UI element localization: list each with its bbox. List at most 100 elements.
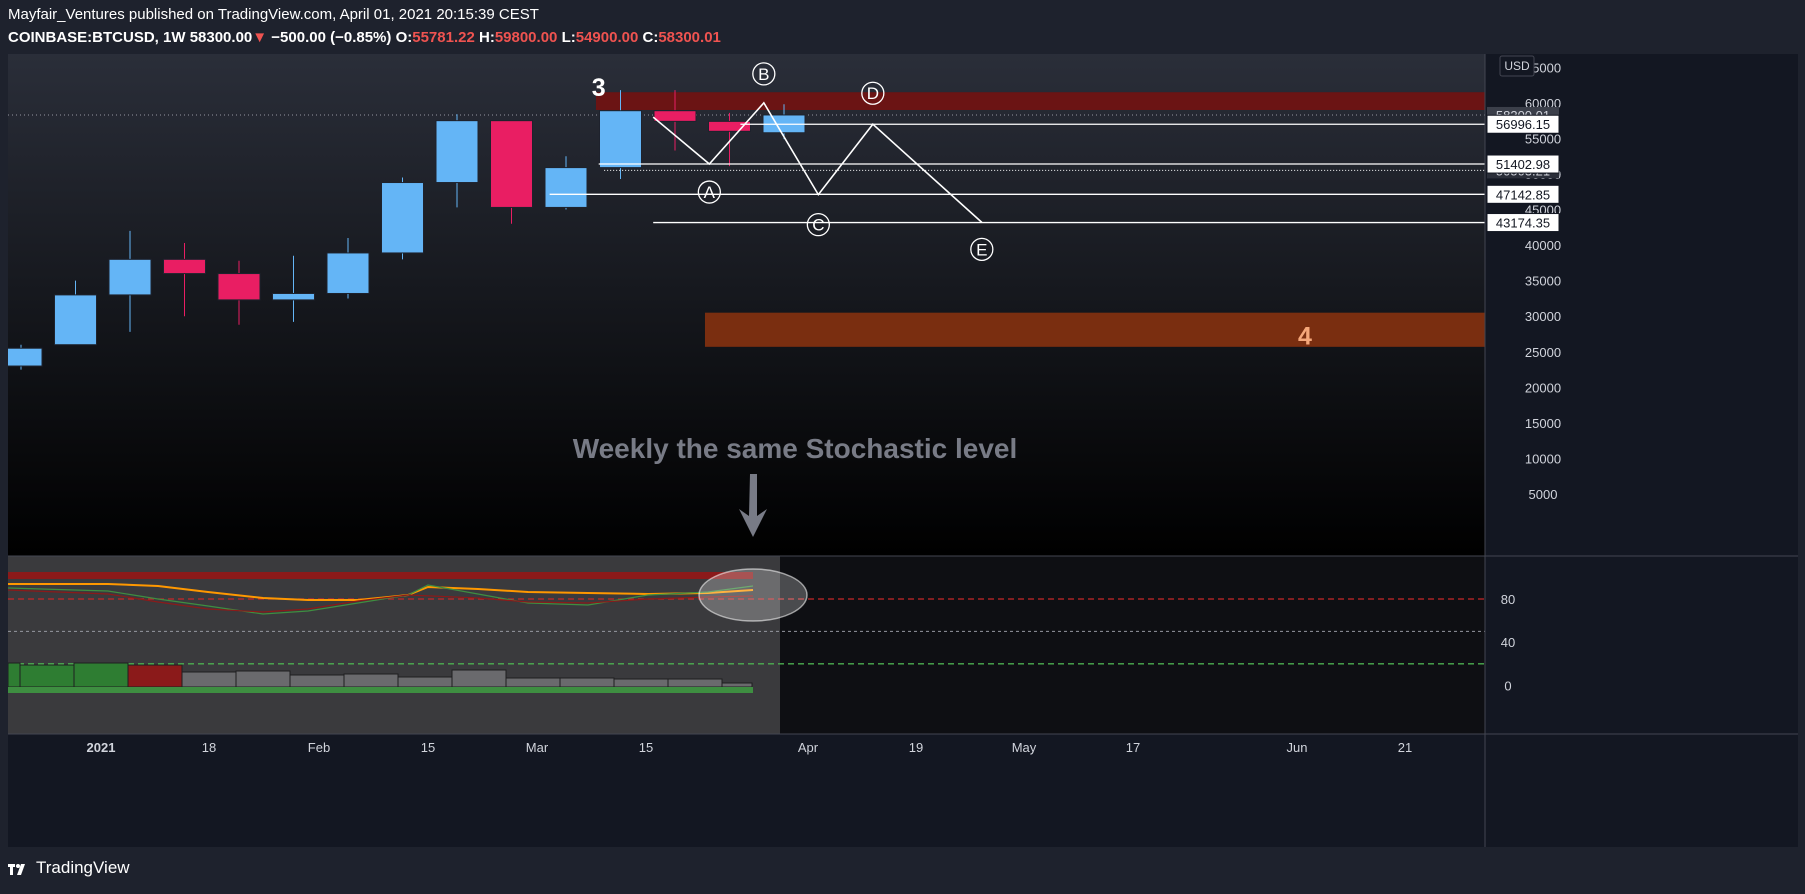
tradingview-brand: TradingView [36, 858, 130, 877]
currency-badge [1499, 55, 1535, 77]
price-tick-label: 10000 [1525, 451, 1561, 466]
price-tick-label: 55000 [1525, 131, 1561, 146]
price-change: −500.00 (−0.85%) [271, 29, 392, 46]
high-label: H: [478, 29, 495, 46]
time-tick-label: Apr [798, 740, 819, 755]
price-level-tag [1486, 114, 1560, 134]
time-tick-label: 15 [639, 740, 653, 755]
stoch-tick-label: 40 [1501, 635, 1515, 650]
down-arrow-icon [739, 474, 767, 537]
low-label: L: [561, 29, 576, 46]
wave-circle-b [752, 62, 776, 86]
close-label: C: [642, 29, 659, 46]
stoch-highlight [8, 556, 780, 734]
symbol-name: COINBASE:BTCUSD, 1W [8, 29, 186, 46]
currency-label: USD [1504, 59, 1530, 73]
stoch-histogram-bar [667, 678, 723, 688]
candle-body [435, 120, 479, 184]
footer-brand: TradingView [8, 858, 130, 878]
wave-label-d: D [867, 84, 879, 103]
wave-label-e: E [976, 240, 987, 259]
stoch-histogram-bar [19, 664, 75, 688]
candle-body [708, 120, 751, 132]
time-tick-label: Jun [1287, 740, 1308, 755]
publish-info: Mayfair_Ventures published on TradingVie… [8, 6, 539, 23]
stoch-histogram-bar [397, 676, 453, 688]
time-tick-label: 18 [202, 740, 216, 755]
open-value: 55781.22 [412, 29, 475, 46]
candle-body [490, 120, 533, 208]
stoch-tick-label: 80 [1501, 592, 1515, 607]
time-tick-label: Feb [308, 740, 330, 755]
price-tick-label: 25000 [1525, 345, 1561, 360]
symbol-legend: COINBASE:BTCUSD, 1W 58300.00▼ −500.00 (−… [8, 29, 721, 46]
time-tick-label: 2021 [87, 740, 116, 755]
stoch-overbought-band [8, 572, 753, 579]
candle-body [108, 258, 152, 296]
close-value: 58300.01 [658, 29, 721, 46]
price-level-tag [1486, 184, 1560, 204]
support-zone [704, 312, 1485, 347]
open-label: O: [395, 29, 413, 46]
chart-pane[interactable]: A B C D E 3 4 Weekly the same Stochastic level … [8, 54, 1798, 847]
stoch-axis-background [1485, 556, 1798, 734]
wave-label-b: B [758, 65, 769, 84]
price-level-tag [1486, 213, 1560, 233]
resistance-zone [595, 92, 1485, 110]
high-value: 59800.00 [494, 29, 558, 46]
tradingview-logo-icon [8, 861, 30, 875]
stoch-histogram-bar [289, 674, 345, 688]
price-level-tag-text: 47142.85 [1496, 187, 1550, 202]
candle-body [163, 258, 206, 275]
price-level-tag [1486, 154, 1560, 174]
stoch-histogram-bar [505, 677, 561, 688]
stoch-histogram-bar [235, 670, 291, 688]
stoch-tick-label: 0 [1504, 678, 1511, 693]
wave-path [652, 101, 983, 223]
stoch-histogram-bar [181, 671, 237, 688]
candle-body [381, 182, 424, 254]
stochastic-note: Weekly the same Stochastic level [573, 433, 1018, 464]
wave-3-label: 3 [592, 74, 606, 102]
time-tick-label: May [1012, 740, 1037, 755]
price-tick-label: 20000 [1525, 380, 1561, 395]
wave-circle-d [861, 81, 885, 105]
candle-body [544, 167, 588, 208]
candle-body [217, 273, 261, 301]
time-tick-label: 15 [421, 740, 435, 755]
candle-body [653, 110, 697, 122]
wave-label-c: C [812, 216, 824, 235]
stoch-histogram-bar [127, 664, 183, 688]
time-tick-label: Mar [526, 740, 549, 755]
stoch-histogram-bar [721, 682, 753, 688]
time-axis-background [8, 734, 1798, 847]
price-tick-label: 15000 [1525, 416, 1561, 431]
low-value: 54900.00 [575, 29, 639, 46]
price-level-tag-text: 43174.35 [1496, 216, 1550, 231]
wave-circle-e [970, 237, 994, 262]
stoch-histogram-bar [613, 678, 669, 688]
price-tick-label: 5000 [1529, 487, 1558, 502]
wave-circle-c [806, 212, 830, 237]
time-tick-label: 21 [1398, 740, 1412, 755]
stoch-signal-line [8, 589, 754, 613]
stoch-histogram-bar [343, 673, 399, 688]
wave-4-label: 4 [1298, 323, 1312, 351]
stoch-histogram-bar [73, 662, 129, 688]
wave-label-a: A [704, 183, 716, 202]
stoch-highlight-ellipse [698, 568, 808, 622]
candle-body [326, 252, 370, 294]
candle-body [54, 294, 97, 346]
stoch-histogram-bar [8, 662, 21, 688]
down-arrow-icon: ▼ [252, 29, 268, 46]
stoch-histogram-bar [451, 669, 507, 688]
candle-body [599, 110, 642, 169]
price-tick-label: 40000 [1525, 238, 1561, 253]
last-price: 58300.00 [189, 29, 253, 46]
price-tick-label: 30000 [1525, 309, 1561, 324]
price-level-tag-text: 51402.98 [1496, 157, 1550, 172]
price-tick-label: 35000 [1525, 274, 1561, 289]
time-tick-label: 19 [909, 740, 923, 755]
candle-body [272, 292, 315, 301]
